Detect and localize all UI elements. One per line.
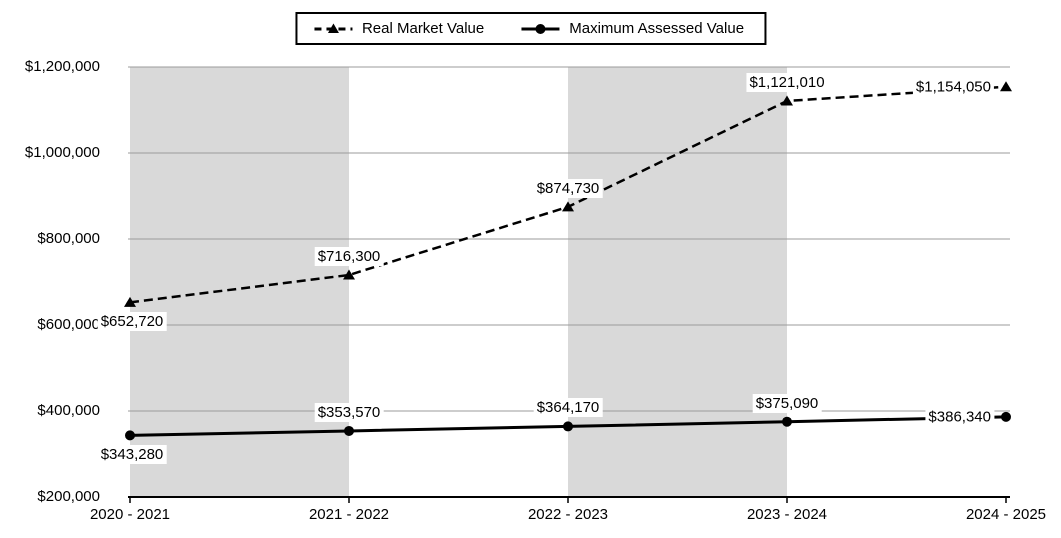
data-point-marker-circle [1001, 411, 1011, 422]
data-point-marker-triangle [1000, 81, 1012, 92]
data-point-marker-triangle [781, 95, 793, 106]
data-label: $716,300 [314, 246, 384, 266]
data-label: $1,154,050 [912, 77, 994, 97]
data-point-marker-circle [344, 425, 354, 436]
data-label: $353,570 [314, 402, 384, 422]
data-label: $1,121,010 [746, 72, 828, 92]
dashed-line-triangle-marker-icon [313, 23, 352, 33]
legend-item-maximum-assessed-value: Maximum Assessed Value [520, 20, 744, 37]
x-axis-tick-label: 2020 - 2021 [89, 506, 171, 523]
shaded-band [130, 67, 349, 497]
solid-line-circle-marker-icon [521, 23, 560, 34]
shaded-band [568, 67, 787, 497]
y-axis-tick-label: $600,000 [37, 316, 100, 333]
data-label: $386,340 [925, 407, 994, 427]
data-point-marker-circle [782, 416, 792, 427]
chart-legend: Real Market Value Maximum Assessed Value [294, 12, 767, 45]
data-point-marker-circle [563, 421, 573, 432]
data-point-marker-triangle [562, 201, 574, 212]
y-axis-tick-label: $1,000,000 [24, 144, 100, 161]
legend-item-real-market-value: Real Market Value [313, 20, 484, 37]
legend-label-real-market-value: Real Market Value [361, 20, 485, 37]
data-point-marker-circle [125, 430, 135, 441]
data-label: $375,090 [752, 393, 822, 413]
legend-label-maximum-assessed-value: Maximum Assessed Value [569, 20, 745, 37]
y-axis-tick-label: $400,000 [37, 402, 100, 419]
data-point-marker-triangle [124, 296, 136, 307]
data-label: $874,730 [533, 178, 603, 198]
data-label: $652,720 [97, 312, 167, 332]
data-label: $364,170 [533, 398, 603, 418]
y-axis-tick-label: $200,000 [37, 488, 100, 505]
x-axis-tick-label: 2022 - 2023 [527, 506, 609, 523]
y-axis-tick-label: $1,200,000 [24, 58, 100, 75]
y-axis-tick-label: $800,000 [37, 230, 100, 247]
x-axis-tick-label: 2024 - 2025 [965, 506, 1047, 523]
data-label: $343,280 [97, 445, 167, 465]
x-axis-tick-label: 2021 - 2022 [308, 506, 390, 523]
x-axis-tick-label: 2023 - 2024 [746, 506, 828, 523]
data-point-marker-triangle [343, 269, 355, 280]
